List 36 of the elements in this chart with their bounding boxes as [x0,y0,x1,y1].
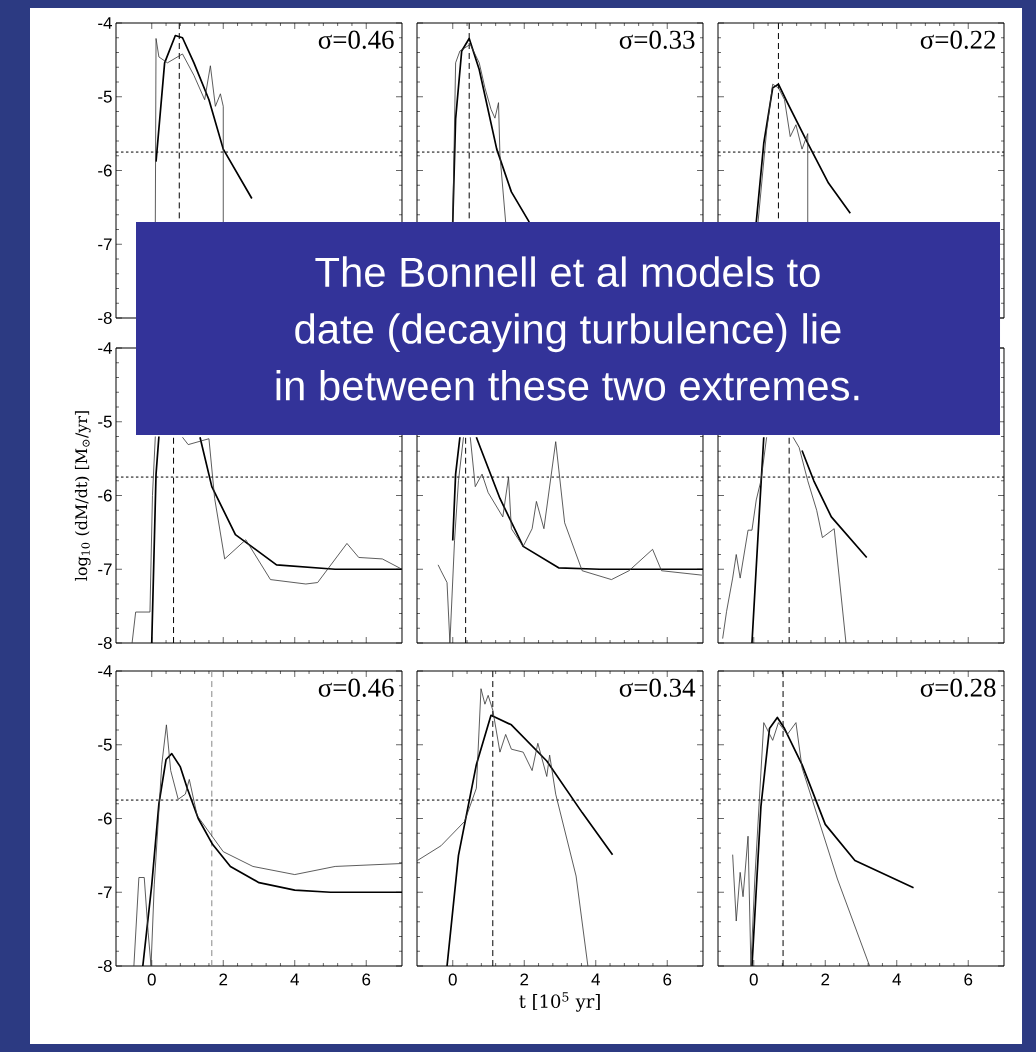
x-tick-label: 0 [448,973,457,986]
annotation: The Bonnell et al models to date (decaying turbulence) lie in between these two extremes. [276,256,859,401]
x-tick-label: 6 [964,973,973,986]
y-tick-label: -6 [98,812,112,825]
annotation: σ=0.46 [318,678,394,697]
annotation: σ=0.46 [318,30,394,49]
y-tick-label: -8 [98,312,112,325]
annotation: σ=0.34 [619,678,696,697]
x-tick-label: 2 [219,973,228,986]
y-tick-label: -4 [98,342,112,354]
x-tick-label: 6 [663,973,672,986]
y-tick-label: -7 [98,886,112,899]
x-tick-label: 0 [147,973,156,986]
y-tick-label: -5 [98,738,112,751]
y-tick-label: -7 [98,563,112,576]
x-axis-title: t [10$^{5}$ yr] [519,992,600,1012]
y-tick-label: -5 [98,415,112,428]
y-tick-label: -5 [98,90,112,103]
x-tick-label: 6 [362,973,371,986]
x-tick-label: 4 [892,973,901,986]
x-tick-label: 4 [290,973,299,986]
y-axis-title: log$_{10}$ (dM/dt) [M$_{⊙}$/yr] [74,411,91,581]
y-tick-label: -6 [98,164,112,177]
y-tick-label: -7 [98,238,112,251]
annotation: σ=0.22 [920,30,996,49]
y-tick-label: -6 [98,489,112,502]
x-tick-label: 2 [520,973,529,986]
y-tick-label: -4 [98,17,112,29]
annotation: σ=0.28 [920,678,996,697]
annotation: σ=0.33 [619,30,695,49]
y-tick-label: -4 [98,665,112,677]
x-tick-label: 4 [591,973,600,986]
x-tick-label: 2 [821,973,830,986]
x-tick-label: 0 [749,973,758,986]
y-tick-label: -8 [98,637,112,650]
y-tick-label: -8 [98,960,112,973]
